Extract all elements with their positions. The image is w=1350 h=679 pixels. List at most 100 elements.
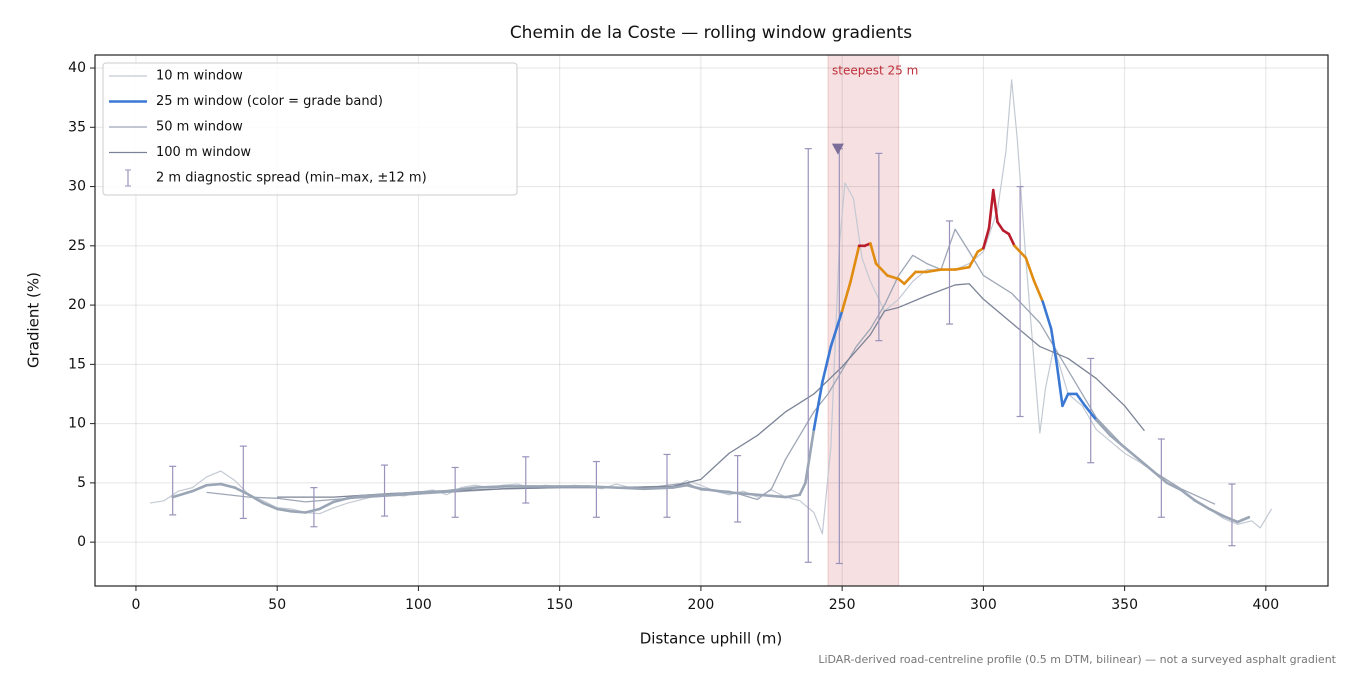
line-segment — [798, 481, 807, 497]
line-segment — [967, 250, 980, 269]
x-tick-label: 100 — [405, 597, 432, 613]
x-tick-label: 350 — [1111, 597, 1138, 613]
y-axis-label: Gradient (%) — [25, 272, 43, 368]
line-segment — [1222, 514, 1239, 524]
x-tick-label: 200 — [688, 597, 715, 613]
x-tick-label: 150 — [546, 597, 573, 613]
line-segment — [1083, 404, 1098, 422]
line-segment — [1165, 481, 1183, 492]
line-segment — [1024, 256, 1036, 283]
line-segment — [205, 482, 223, 487]
line-segment — [987, 188, 995, 230]
line-segment — [388, 491, 420, 497]
line-segment — [685, 483, 703, 491]
line-segment — [473, 485, 505, 489]
legend-label: 10 m window — [156, 69, 243, 84]
line-segment — [290, 510, 307, 514]
x-tick-label: 300 — [970, 597, 997, 613]
line-segment — [1032, 280, 1044, 303]
chart-title: Chemin de la Coste — rolling window grad… — [510, 23, 912, 43]
error-bar — [1228, 483, 1236, 547]
x-tick-label: 50 — [268, 597, 286, 613]
line-segment — [756, 493, 787, 499]
line-segment — [1075, 392, 1087, 408]
line-segment — [304, 507, 321, 514]
line-segment — [869, 242, 878, 265]
line-segment — [821, 345, 833, 384]
line-segment — [925, 268, 943, 274]
error-bar — [1016, 185, 1024, 418]
line-segment — [1049, 327, 1059, 366]
error-bar — [945, 220, 953, 325]
line-segment — [1061, 392, 1070, 408]
line-segment — [360, 493, 392, 498]
line-segment — [233, 486, 251, 497]
line-segment — [261, 501, 279, 511]
line-segment — [902, 270, 917, 286]
axes: 0 50 100 150 200 250 300 350 400 0 5 10 15 20 25 30 35 40 — [68, 60, 1279, 613]
line-segment — [219, 482, 237, 489]
line-segment — [1151, 469, 1169, 485]
line-segment — [1193, 499, 1211, 511]
y-tick-label: 10 — [68, 416, 86, 432]
plot-frame — [94, 54, 1329, 587]
error-bar — [592, 460, 600, 518]
line-segment — [1109, 434, 1126, 449]
line-segment — [671, 483, 689, 489]
legend-label: 50 m window — [156, 120, 243, 135]
error-bar — [1087, 357, 1095, 464]
line-segment — [346, 494, 364, 500]
y-tick-label: 40 — [68, 60, 86, 76]
line-segment — [1013, 244, 1028, 259]
legend-label: 25 m window (color = grade band) — [156, 94, 383, 109]
line-segment — [996, 220, 1005, 232]
line-segment — [829, 309, 844, 348]
y-tick-label: 30 — [68, 179, 86, 195]
y-tick-label: 15 — [68, 356, 86, 372]
line-segment — [445, 486, 477, 493]
error-bar — [663, 453, 671, 518]
line-segment — [643, 486, 674, 491]
line-segment — [1236, 515, 1251, 524]
y-tick-label: 25 — [68, 238, 86, 254]
line-segment — [191, 483, 208, 493]
footnote: LiDAR-derived road-centreline profile (0… — [818, 653, 1336, 666]
line-segment — [784, 493, 802, 499]
line — [277, 283, 1145, 498]
line-segment — [1041, 300, 1053, 331]
line-segment — [812, 380, 824, 431]
legend-box — [102, 62, 518, 196]
y-tick-label: 35 — [68, 119, 86, 135]
legend-label: 100 m window — [156, 145, 251, 160]
line-segment — [1007, 232, 1016, 248]
line-segment — [886, 274, 900, 281]
legend-label: 2 m diagnostic spread (min–max, ±12 m) — [156, 171, 427, 186]
error-bar — [169, 465, 177, 516]
x-tick-label: 400 — [1252, 597, 1279, 613]
highlight-label: steepest 25 m — [832, 64, 918, 78]
line-segment — [614, 486, 646, 491]
line — [206, 228, 1216, 505]
error-bar — [310, 487, 318, 528]
line-segment — [586, 485, 618, 489]
x-axis-label: Distance uphill (m) — [640, 630, 782, 648]
line-segment — [247, 493, 265, 505]
y-tick-label: 5 — [77, 475, 86, 491]
line-segment — [1208, 507, 1225, 518]
y-tick-label: 0 — [77, 534, 86, 550]
error-bar — [734, 455, 742, 523]
x-tick-label: 0 — [131, 597, 140, 613]
y-tick-label: 20 — [68, 297, 86, 313]
x-tick-label: 250 — [829, 597, 856, 613]
line-segment — [332, 496, 350, 504]
line-segment — [982, 226, 991, 250]
line-segment — [874, 262, 889, 277]
error-bar — [875, 152, 883, 342]
line-segment — [1137, 457, 1155, 473]
line-segment — [318, 500, 335, 511]
line-segment — [849, 244, 861, 283]
line-segment — [1179, 488, 1197, 502]
error-bar — [451, 466, 459, 518]
error-bar — [522, 456, 530, 504]
